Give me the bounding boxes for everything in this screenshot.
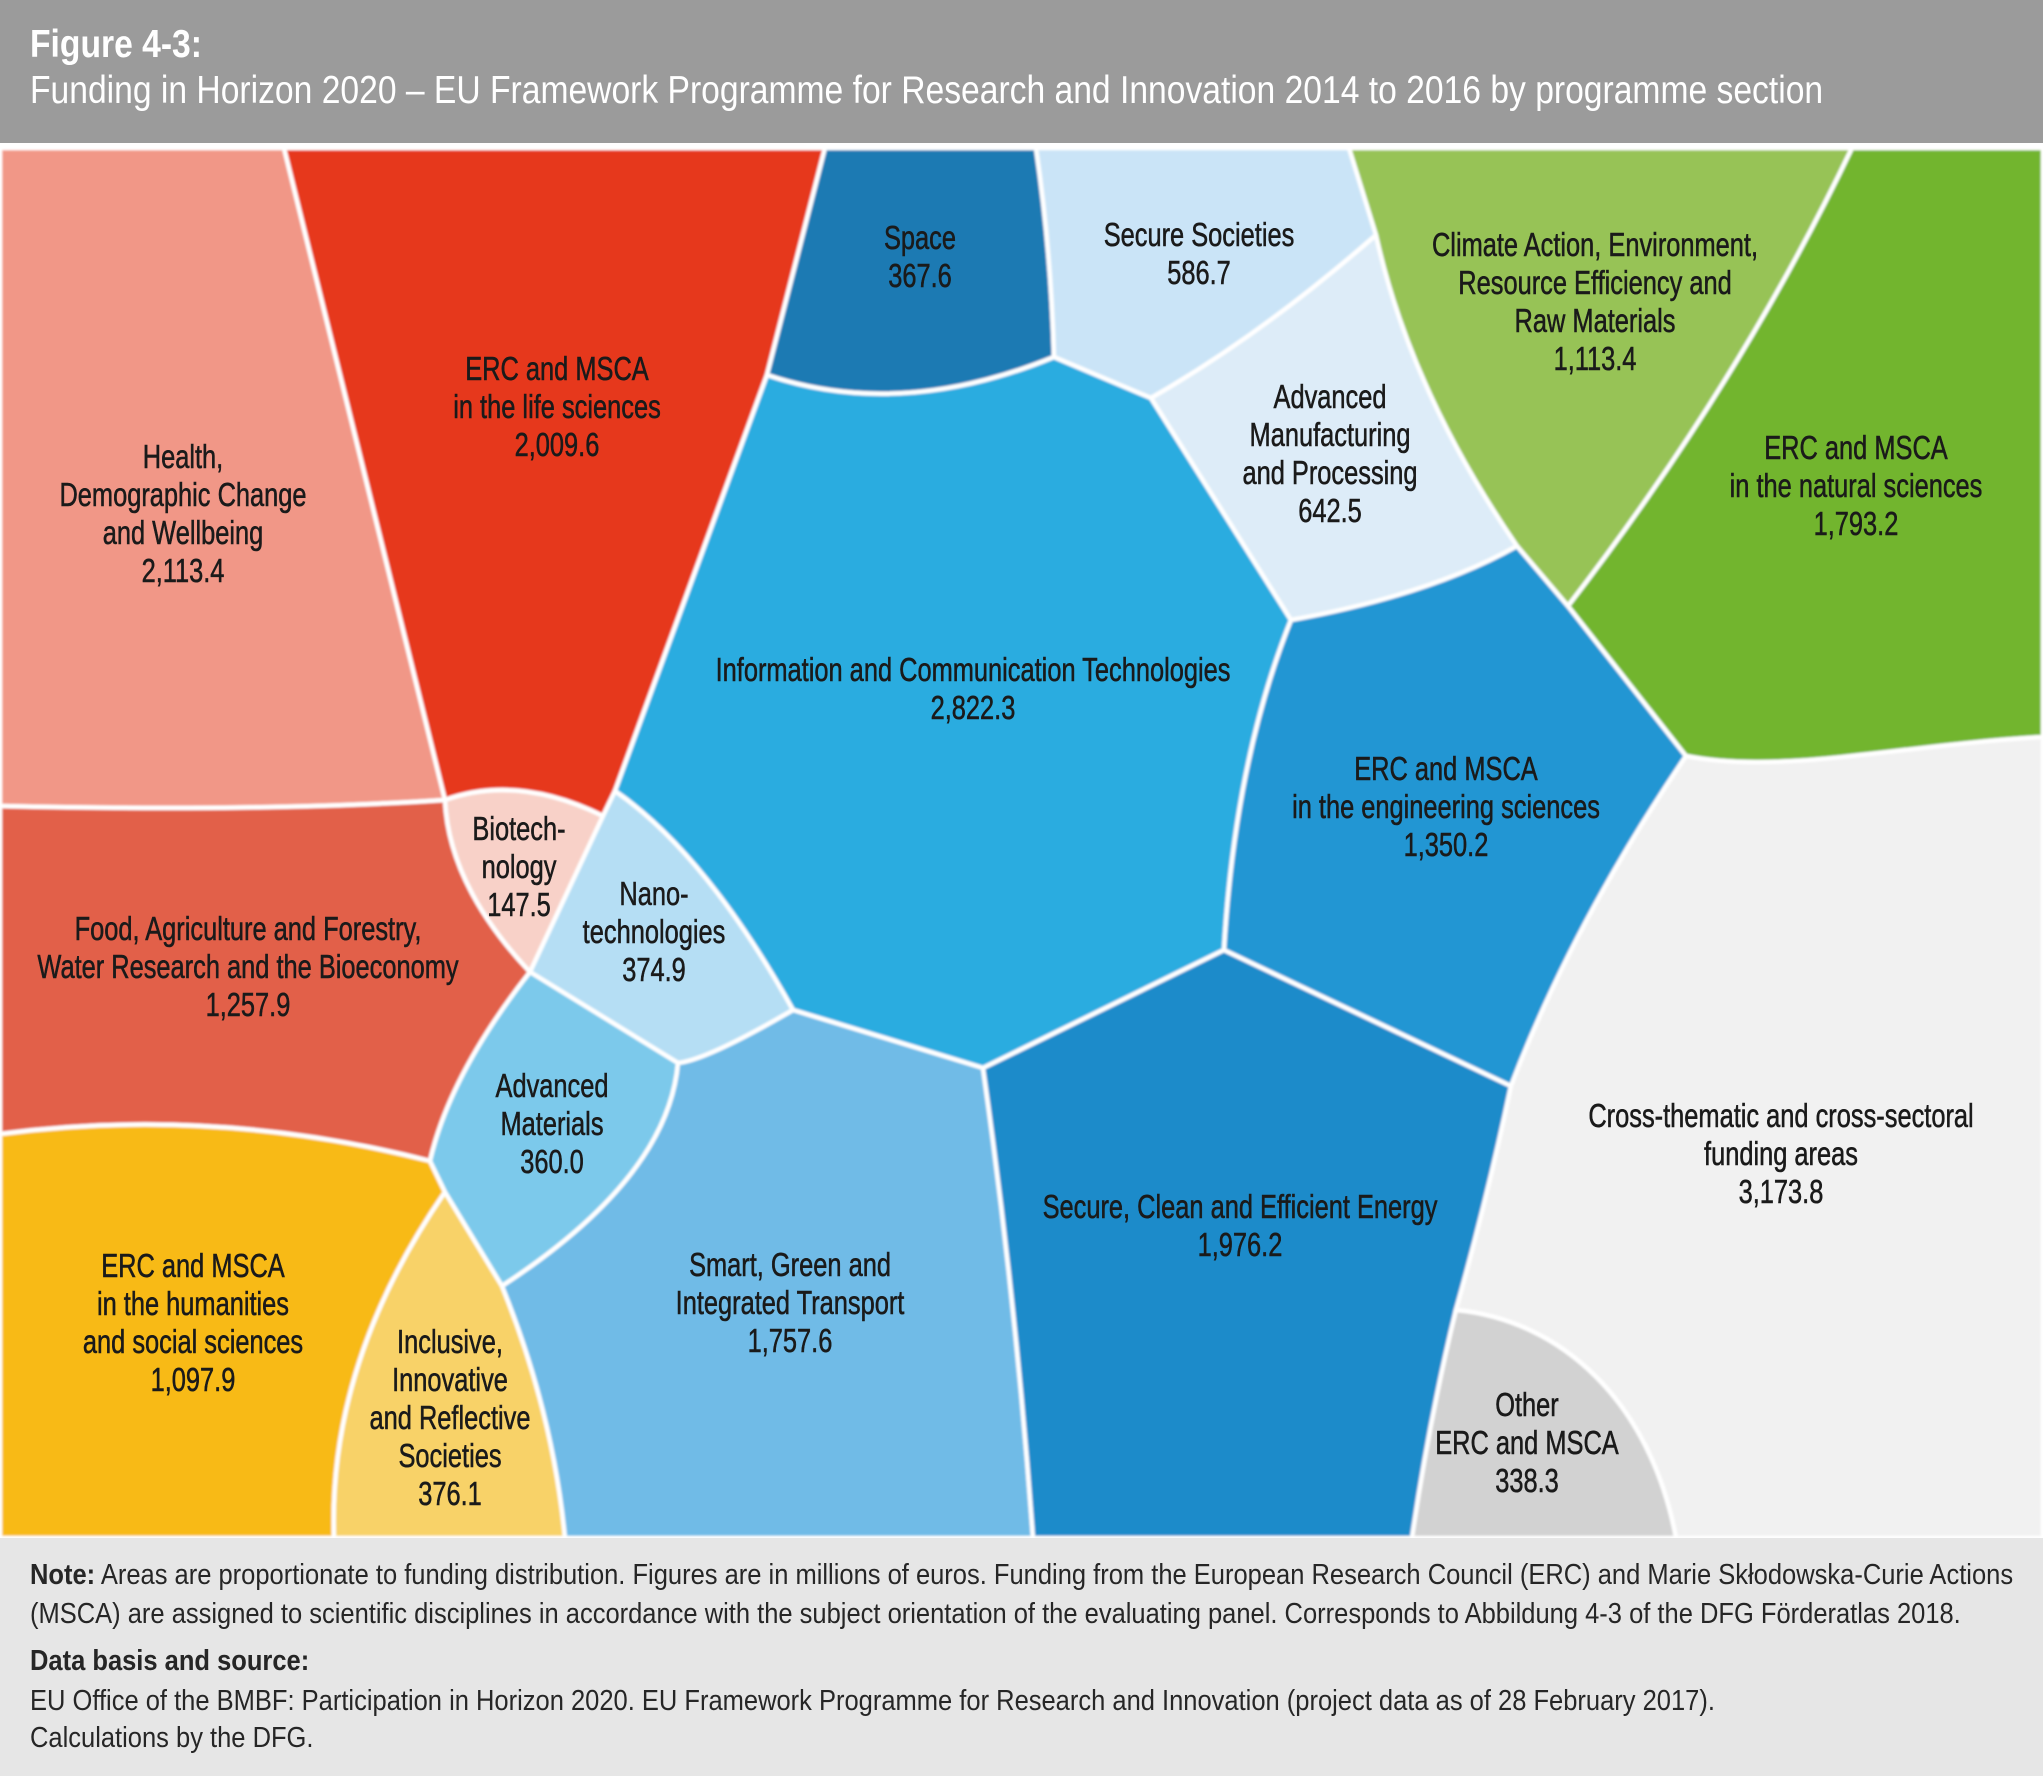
svg-text:EU Office of the BMBF: Partici: EU Office of the BMBF: Participation in … <box>30 1683 1715 1716</box>
svg-text:Cross-thematic and cross-secto: Cross-thematic and cross-sectoral funding… <box>1588 1098 1973 1211</box>
svg-text:Secure, Clean and Efficient En: Secure, Clean and Efficient Energy 1,976.… <box>1043 1189 1438 1264</box>
svg-text:Funding in Horizon 2020 – EU F: Funding in Horizon 2020 – EU Framework P… <box>30 68 1823 112</box>
svg-text:Data basis and source:: Data basis and source: <box>30 1643 309 1676</box>
svg-text:Figure 4-3:: Figure 4-3: <box>30 22 202 66</box>
svg-text:Note: Areas are proportionate: Note: Areas are proportionate to funding… <box>30 1557 2013 1590</box>
svg-text:Climate Action, Environment,Re: Climate Action, Environment, Resource Eff… <box>1432 227 1758 378</box>
svg-text:Information and Communication: Information and Communication Technologi… <box>716 652 1231 727</box>
svg-text:Calculations by the DFG.: Calculations by the DFG. <box>30 1720 313 1753</box>
svg-text:Food, Agriculture and Forestry: Food, Agriculture and Forestry, Water Res… <box>37 911 458 1024</box>
svg-text:(MSCA) are assigned to scienti: (MSCA) are assigned to scientific discip… <box>30 1596 1961 1629</box>
